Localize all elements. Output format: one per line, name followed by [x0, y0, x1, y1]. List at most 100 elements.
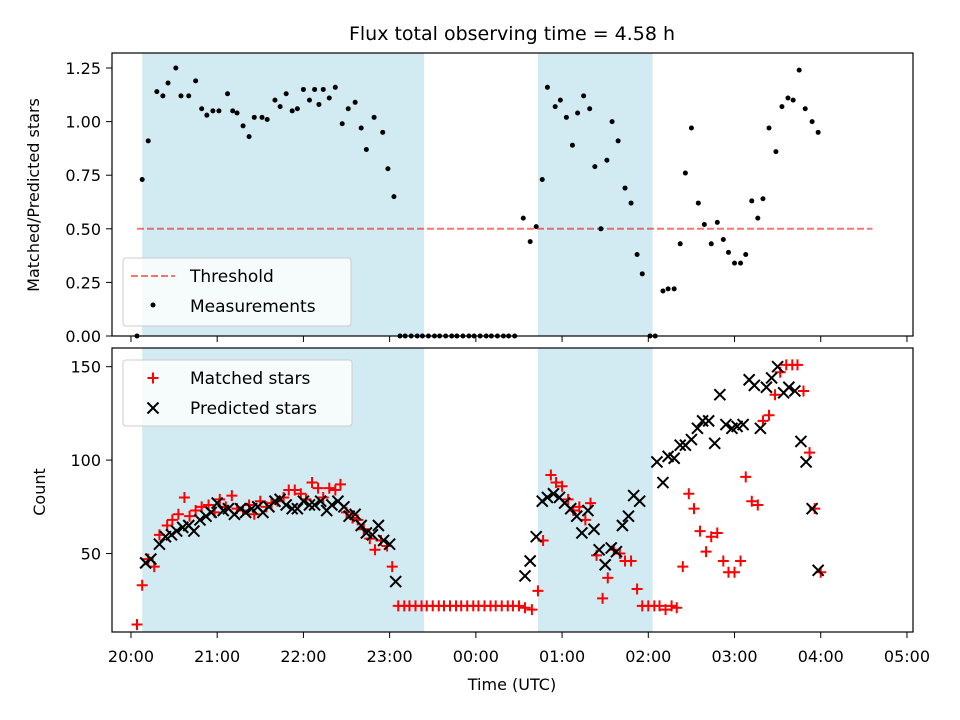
measurement-point: [796, 67, 802, 73]
x-tick-label: 21:00: [194, 647, 240, 666]
measurement-point: [766, 125, 772, 131]
matched-stars-point: [184, 510, 196, 522]
measurement-point: [240, 123, 246, 129]
legend-predicted-swatch: [146, 401, 160, 415]
predicted-stars-point: [547, 487, 560, 500]
measurement-point: [592, 164, 598, 170]
measurement-point: [345, 106, 351, 112]
measurement-point: [682, 170, 688, 176]
predicted-stars-point: [389, 575, 402, 588]
x-tick-label: 01:00: [539, 647, 585, 666]
measurement-point: [173, 65, 179, 71]
measurement-point: [779, 104, 785, 110]
matched-stars-point: [797, 385, 809, 397]
predicted-stars-point: [685, 433, 698, 446]
legend-predicted-label: Predicted stars: [190, 399, 317, 419]
legend-measurements-label: Measurements: [190, 297, 316, 317]
predicted-stars-point: [570, 509, 583, 523]
matched-stars-point: [306, 477, 318, 489]
ratio-y-tick-label: 0.00: [65, 327, 101, 346]
predicted-stars-point: [616, 519, 629, 532]
predicted-stars-point: [564, 502, 577, 515]
measurement-point: [332, 84, 338, 90]
measurement-point: [204, 112, 210, 118]
count-plot-frame: [111, 347, 914, 633]
predicted-stars-point: [366, 528, 379, 542]
measurement-point: [575, 110, 581, 116]
matched-stars-point: [166, 514, 178, 526]
measurement-point: [688, 125, 694, 131]
measurement-point: [552, 104, 558, 110]
predicted-stars-point: [303, 498, 316, 512]
matched-stars-point: [136, 579, 148, 591]
matched-stars-point: [746, 495, 758, 507]
ratio-y-tick-label: 0.50: [65, 220, 101, 239]
predicted-stars-point: [193, 513, 207, 527]
predicted-stars-point: [291, 502, 304, 515]
measurement-point: [320, 86, 326, 92]
matched-stars-point: [769, 389, 781, 401]
predicted-stars-point: [372, 519, 385, 532]
measurement-point: [527, 239, 533, 245]
matched-stars-point: [688, 503, 700, 515]
predicted-stars-point: [204, 506, 218, 519]
predicted-stars-point: [165, 528, 178, 542]
measurement-point: [264, 116, 270, 122]
measurement-point: [660, 288, 666, 294]
predicted-stars-point: [377, 534, 390, 547]
predicted-stars-point: [325, 498, 339, 512]
measurement-point: [802, 106, 808, 112]
measurement-point: [272, 97, 278, 103]
measurement-point: [216, 108, 222, 114]
matched-stars-point: [323, 482, 335, 494]
matched-stars-point: [631, 583, 643, 595]
predicted-stars-point: [696, 414, 709, 428]
predicted-stars-point: [610, 545, 623, 558]
predicted-stars-point: [702, 414, 715, 428]
count-x-axis: 20:00 21:00 22:00 23:00 00:00 01:00 02:00 03:00…: [108, 632, 930, 666]
matched-stars-point: [654, 600, 666, 612]
measurement-point: [312, 86, 318, 92]
ratio-legend: Threshold Measurements: [122, 257, 352, 327]
measurement-point: [186, 93, 192, 99]
predicted-stars-point: [297, 495, 310, 508]
matched-stars-point: [386, 561, 398, 573]
matched-stars-point: [752, 499, 764, 511]
count-y-tick-label: 50: [81, 545, 101, 564]
predicted-stars-point: [536, 495, 549, 508]
count-panel: 50 100 150 20:00 21:00 22:00 23:00 00:00 01:00 0…: [30, 347, 930, 694]
predicted-stars-point: [805, 502, 819, 515]
measurement-point: [677, 241, 683, 247]
measurement-point: [755, 215, 761, 221]
predicted-stars-point: [575, 526, 589, 540]
measurement-point: [725, 249, 731, 255]
measurement-point: [277, 104, 283, 110]
measurement-point: [251, 114, 257, 120]
predicted-stars-point: [598, 558, 612, 571]
measurement-point: [544, 84, 550, 90]
measurement-point: [738, 260, 744, 266]
predicted-stars-point: [383, 537, 396, 551]
predicted-stars-point: [760, 381, 773, 394]
matched-stars-point: [683, 488, 695, 500]
measurement-point: [615, 138, 621, 144]
predicted-stars-point: [354, 519, 368, 532]
measurement-point: [371, 114, 377, 120]
x-tick-label: 00:00: [453, 647, 499, 666]
legend-measurements-swatch: [150, 302, 156, 308]
ratio-y-tick-label: 1.00: [65, 113, 101, 132]
measurement-point: [246, 134, 252, 140]
predicted-stars-point: [719, 418, 733, 431]
count-y-axis-label: Count: [30, 468, 49, 516]
predicted-stars-point: [530, 530, 543, 543]
predicted-stars-point: [314, 495, 327, 508]
measurement-point: [809, 119, 815, 125]
measurement-point: [749, 198, 755, 204]
matched-stars-point: [677, 561, 689, 573]
predicted-stars-point: [523, 554, 537, 568]
measurement-point: [178, 93, 184, 99]
measurement-point: [695, 200, 701, 206]
matched-stars-point: [660, 604, 672, 616]
measurement-point: [665, 286, 671, 292]
legend-matched-label: Matched stars: [190, 369, 310, 389]
